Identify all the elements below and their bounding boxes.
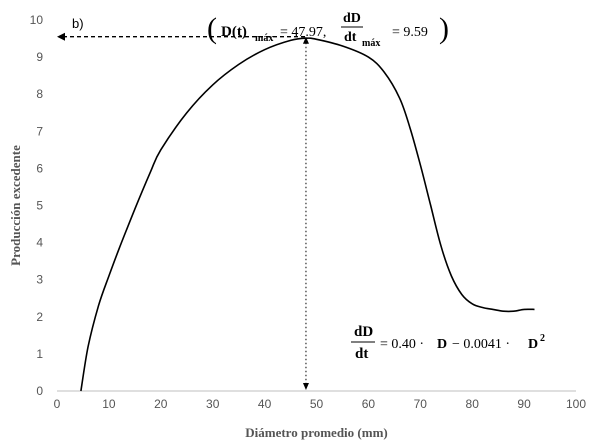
max-annotation-rate-num: dD bbox=[343, 11, 361, 26]
max-annotation-d: D(t) bbox=[221, 24, 247, 40]
equation-rhs-exponent: 2 bbox=[540, 333, 545, 344]
y-tick-label: 1 bbox=[36, 347, 43, 361]
y-tick-label: 3 bbox=[36, 273, 43, 287]
x-tick-label: 90 bbox=[517, 397, 531, 411]
series-line-0 bbox=[80, 37, 535, 392]
x-tick-labels: 0 10 20 30 40 50 60 70 80 90 100 bbox=[54, 397, 587, 411]
max-annotation-close-paren: ) bbox=[439, 12, 449, 45]
max-annotation-rate-value: = 9.59 bbox=[392, 25, 428, 40]
max-annotation-rate-den: dt bbox=[344, 30, 357, 45]
max-annotation: ( D(t) máx = 47.97, dD dt máx = 9.59 ) bbox=[207, 11, 449, 49]
horizontal-arrowhead bbox=[57, 32, 65, 41]
x-tick-label: 60 bbox=[362, 397, 376, 411]
y-tick-label: 9 bbox=[36, 50, 43, 64]
vertical-arrowhead-bottom bbox=[302, 383, 309, 390]
series-group bbox=[80, 37, 535, 392]
x-tick-label: 80 bbox=[466, 397, 480, 411]
y-tick-label: 6 bbox=[36, 161, 43, 175]
y-tick-label: 0 bbox=[36, 384, 43, 398]
x-tick-label: 70 bbox=[414, 397, 428, 411]
y-tick-label: 10 bbox=[30, 13, 44, 27]
x-tick-label: 0 bbox=[54, 397, 61, 411]
max-annotation-d-value: = 47.97, bbox=[280, 25, 326, 40]
y-tick-label: 7 bbox=[36, 124, 43, 138]
y-tick-label: 5 bbox=[36, 199, 43, 213]
y-tick-label: 2 bbox=[36, 310, 43, 324]
max-annotation-rate-sub: máx bbox=[362, 38, 380, 49]
y-tick-label: 4 bbox=[36, 236, 43, 250]
panel-label: b) bbox=[72, 16, 84, 31]
y-tick-labels: 0 1 2 3 4 5 6 7 8 9 10 bbox=[30, 13, 44, 398]
x-tick-label: 100 bbox=[566, 397, 586, 411]
equation-rhs-part1: = 0.40 · bbox=[380, 337, 424, 352]
equation-rhs-d: D bbox=[437, 337, 447, 352]
y-tick-label: 8 bbox=[36, 87, 43, 101]
x-tick-label: 30 bbox=[206, 397, 220, 411]
max-annotation-open-paren: ( bbox=[207, 12, 217, 45]
equation-rhs-part2: − 0.0041 · bbox=[452, 337, 510, 352]
vertical-arrowhead-top bbox=[302, 36, 309, 44]
max-annotation-d-sub: máx bbox=[255, 33, 273, 44]
y-axis-title: Producción excedente bbox=[8, 145, 23, 266]
x-axis-title: Diámetro promedio (mm) bbox=[245, 425, 388, 440]
model-equation: dD dt = 0.40 · D − 0.0041 · D 2 bbox=[351, 324, 545, 362]
x-tick-label: 20 bbox=[154, 397, 168, 411]
equation-numerator: dD bbox=[354, 324, 373, 340]
x-tick-label: 50 bbox=[310, 397, 324, 411]
x-tick-label: 10 bbox=[102, 397, 116, 411]
equation-rhs-d2: D bbox=[528, 337, 538, 352]
axes: 0 10 20 30 40 50 60 70 80 90 100 0 1 2 3 4 5 6 7 8 9 10 bbox=[30, 13, 587, 411]
reference-lines bbox=[57, 32, 309, 390]
equation-denominator: dt bbox=[355, 346, 368, 362]
x-tick-label: 40 bbox=[258, 397, 272, 411]
